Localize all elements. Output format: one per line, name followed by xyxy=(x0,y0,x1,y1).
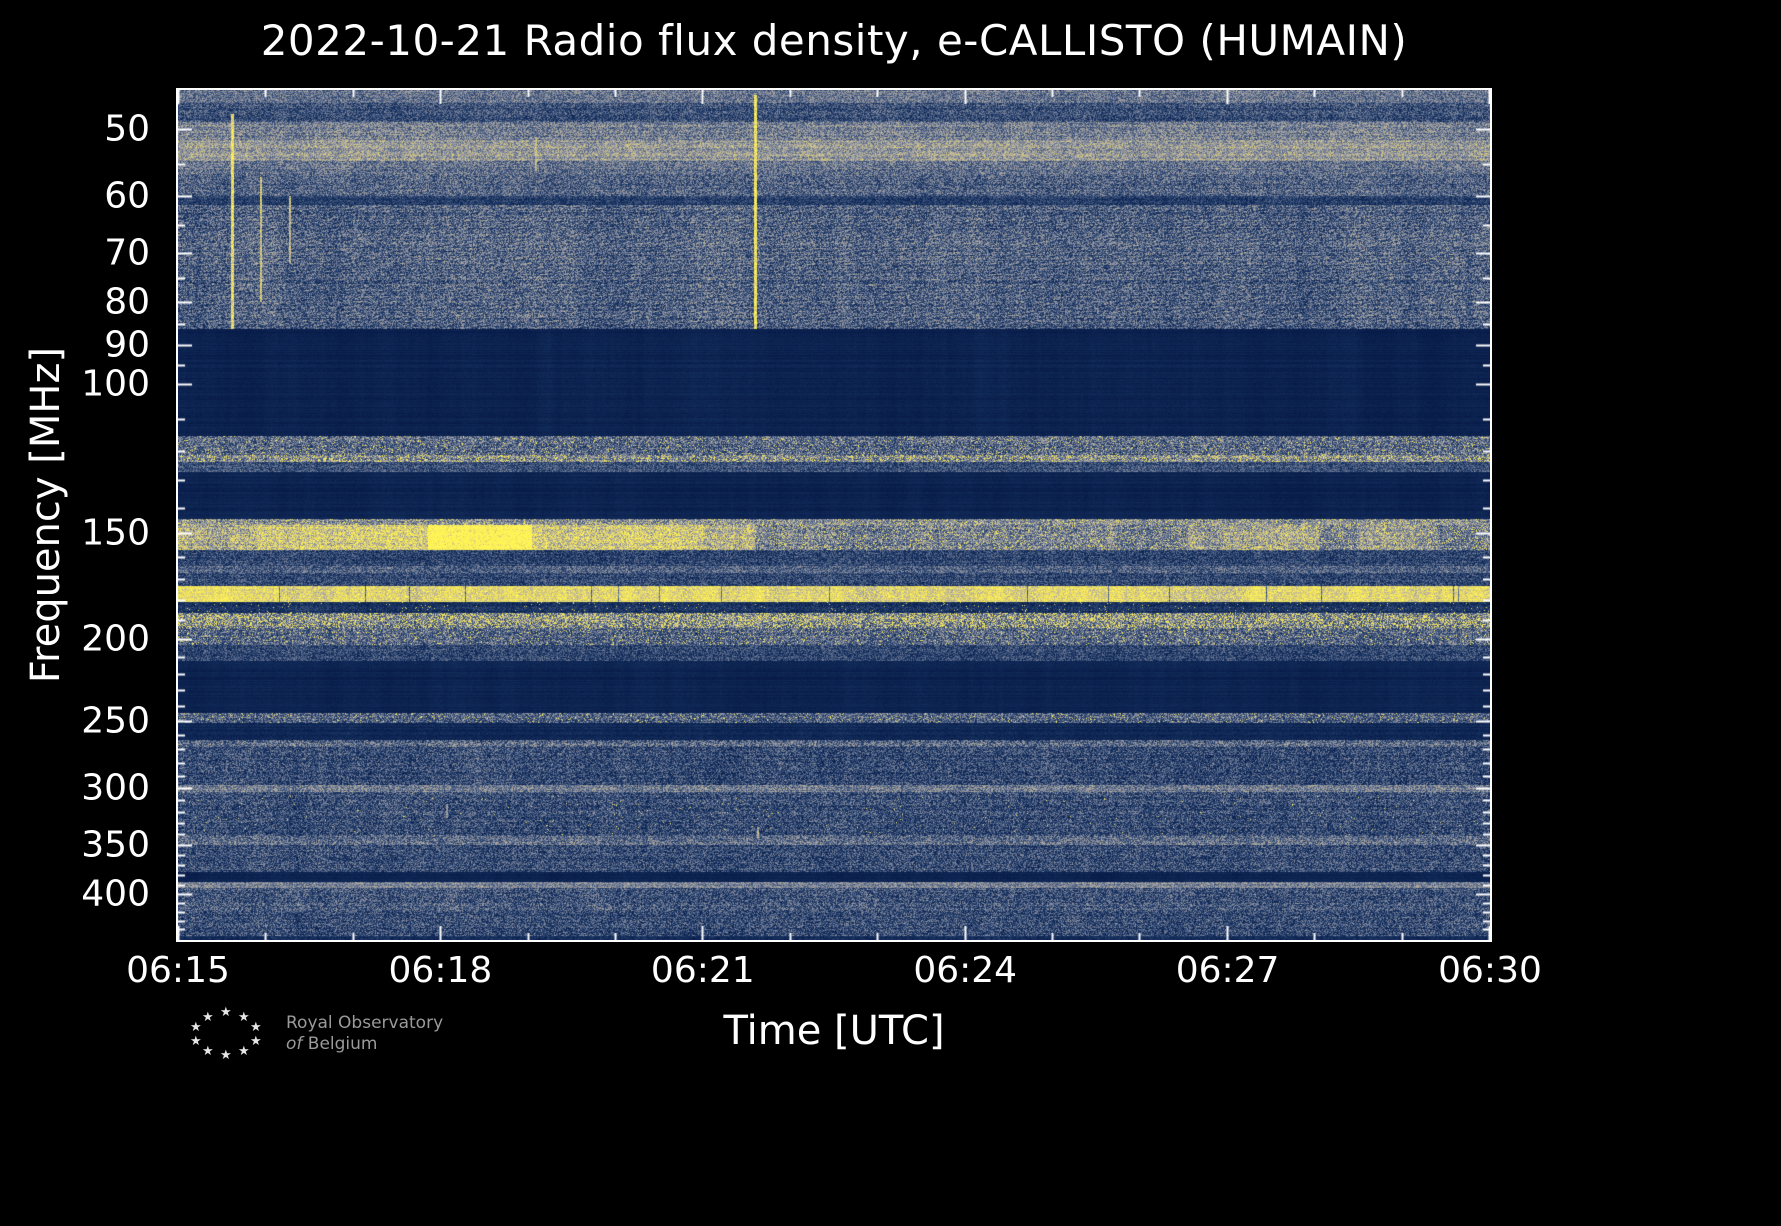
star-icon: ★ xyxy=(202,1044,214,1059)
x-tick-label: 06:27 xyxy=(1175,950,1280,991)
y-tick-label: 70 xyxy=(104,232,150,274)
spectrogram-canvas xyxy=(178,90,1490,940)
star-icon: ★ xyxy=(250,1034,262,1049)
logo-line2-of: of xyxy=(286,1034,303,1054)
star-icon: ★ xyxy=(238,1044,250,1059)
y-tick-label: 50 xyxy=(104,108,150,150)
y-tick-label: 80 xyxy=(104,281,150,323)
logo-line2-belgium: Belgium xyxy=(307,1034,378,1054)
star-icon: ★ xyxy=(250,1020,262,1035)
y-tick-label: 250 xyxy=(81,700,150,742)
star-icon: ★ xyxy=(220,1048,232,1063)
logo-line1: Royal Observatory xyxy=(286,1012,444,1033)
chart-title: 2022-10-21 Radio flux density, e-CALLIST… xyxy=(260,16,1408,65)
y-tick-label: 350 xyxy=(81,824,150,866)
star-icon: ★ xyxy=(238,1010,250,1025)
y-tick-label: 200 xyxy=(81,618,150,660)
plot-area xyxy=(176,88,1492,942)
star-icon: ★ xyxy=(220,1005,232,1020)
y-tick-label: 400 xyxy=(81,873,150,915)
star-icon: ★ xyxy=(202,1010,214,1025)
star-icon: ★ xyxy=(190,1020,202,1035)
x-tick-labels: 06:15 06:18 06:21 06:24 06:27 06:30 xyxy=(126,950,1542,996)
logo-line2: of Belgium xyxy=(286,1034,443,1055)
stars-icon: ★ ★ ★ ★ ★ ★ ★ ★ ★ ★ xyxy=(188,1006,266,1062)
x-tick-label: 06:21 xyxy=(650,950,755,991)
star-icon: ★ xyxy=(190,1034,202,1049)
x-axis-label: Time [UTC] xyxy=(723,1008,945,1054)
x-tick-label: 06:24 xyxy=(913,950,1018,991)
x-tick-label: 06:15 xyxy=(126,950,230,991)
logo-text: Royal Observatory of Belgium xyxy=(286,1013,443,1056)
rob-logo: ★ ★ ★ ★ ★ ★ ★ ★ ★ ★ Royal Observatory of… xyxy=(188,1006,443,1062)
y-tick-label: 100 xyxy=(81,363,150,405)
y-tick-label: 150 xyxy=(81,512,150,554)
y-tick-labels: 50 60 70 80 90 100 150 200 250 300 350 400 xyxy=(0,90,162,940)
y-tick-label: 90 xyxy=(104,324,150,366)
x-tick-label: 06:18 xyxy=(388,950,493,991)
y-tick-label: 60 xyxy=(104,175,150,217)
x-tick-label: 06:30 xyxy=(1438,950,1542,991)
y-tick-label: 300 xyxy=(81,767,150,809)
